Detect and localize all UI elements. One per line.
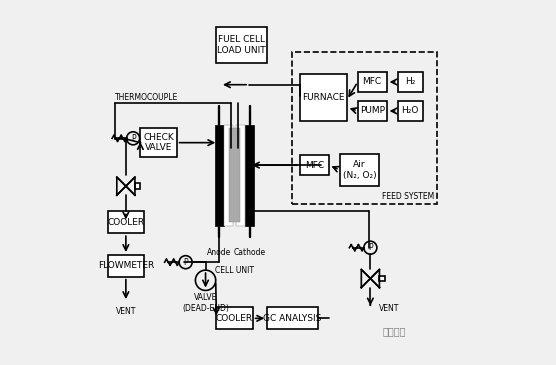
FancyBboxPatch shape: [300, 155, 329, 175]
FancyBboxPatch shape: [215, 124, 224, 226]
FancyBboxPatch shape: [236, 124, 245, 226]
Text: THERMOCOUPLE: THERMOCOUPLE: [115, 93, 178, 102]
FancyBboxPatch shape: [300, 74, 347, 121]
Text: VENT: VENT: [116, 307, 136, 316]
FancyBboxPatch shape: [229, 198, 240, 211]
Text: VALVE: VALVE: [194, 293, 217, 302]
Text: FLOWMETER: FLOWMETER: [98, 261, 154, 270]
FancyBboxPatch shape: [340, 154, 379, 186]
FancyBboxPatch shape: [229, 128, 240, 222]
FancyBboxPatch shape: [229, 154, 240, 167]
Text: COOLER: COOLER: [216, 314, 253, 323]
FancyBboxPatch shape: [135, 183, 140, 189]
Text: Cathode: Cathode: [234, 248, 266, 257]
FancyBboxPatch shape: [398, 72, 423, 92]
Text: CHECK
VALVE: CHECK VALVE: [143, 133, 174, 152]
Text: P: P: [183, 258, 188, 267]
FancyBboxPatch shape: [108, 211, 144, 233]
Text: FUEL CELL
LOAD UNIT: FUEL CELL LOAD UNIT: [217, 35, 266, 54]
FancyBboxPatch shape: [358, 101, 386, 121]
FancyBboxPatch shape: [358, 72, 386, 92]
Text: CELL UNIT: CELL UNIT: [215, 266, 254, 275]
FancyBboxPatch shape: [229, 183, 240, 196]
FancyBboxPatch shape: [379, 276, 385, 281]
Text: P: P: [368, 243, 373, 252]
FancyBboxPatch shape: [140, 128, 177, 157]
FancyBboxPatch shape: [398, 101, 423, 121]
FancyBboxPatch shape: [216, 27, 267, 63]
FancyBboxPatch shape: [267, 307, 318, 329]
Text: FEED SYSTEM: FEED SYSTEM: [381, 192, 434, 201]
Text: H₂O: H₂O: [401, 107, 419, 115]
Text: Air
(N₂, O₂): Air (N₂, O₂): [342, 160, 376, 180]
Text: MFC: MFC: [305, 161, 324, 170]
FancyBboxPatch shape: [245, 124, 255, 226]
Text: FURNACE: FURNACE: [302, 93, 345, 102]
FancyBboxPatch shape: [229, 140, 240, 153]
FancyBboxPatch shape: [108, 255, 144, 277]
Text: (DEAD-END): (DEAD-END): [182, 304, 229, 313]
Text: COOLER: COOLER: [107, 218, 145, 227]
Text: 氢能之家: 氢能之家: [382, 326, 406, 336]
FancyBboxPatch shape: [224, 124, 233, 226]
Text: H₂: H₂: [405, 77, 415, 87]
Text: MFC: MFC: [363, 77, 382, 87]
Text: GC ANALYSIS: GC ANALYSIS: [264, 314, 322, 323]
Text: VENT: VENT: [379, 304, 400, 313]
Text: Anode: Anode: [207, 248, 231, 257]
Text: PUMP: PUMP: [360, 107, 385, 115]
Text: P: P: [131, 134, 136, 143]
FancyBboxPatch shape: [216, 307, 252, 329]
FancyBboxPatch shape: [229, 169, 240, 182]
